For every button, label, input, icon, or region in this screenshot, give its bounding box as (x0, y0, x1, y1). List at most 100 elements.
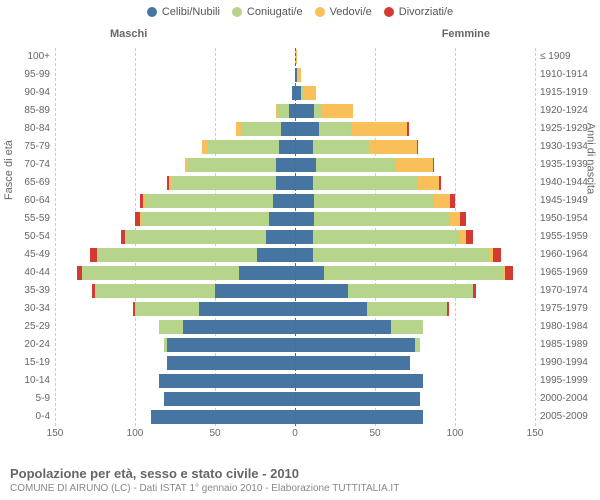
age-label: 60-64 (0, 192, 50, 210)
birth-year-label: ≤ 1909 (540, 48, 595, 66)
bar-segment (450, 194, 455, 208)
bar-segment (313, 176, 417, 190)
bar-segment (369, 140, 417, 154)
bar-segment (164, 392, 295, 406)
bar-segment (297, 68, 302, 82)
bar-segment (396, 158, 433, 172)
center-gridline (295, 48, 296, 426)
bar-segment (321, 104, 353, 118)
age-label: 25-29 (0, 318, 50, 336)
bar-segment (295, 392, 420, 406)
age-label: 30-34 (0, 300, 50, 318)
male-bar (135, 212, 295, 226)
bar-segment (407, 122, 409, 136)
x-tick-label: 150 (47, 428, 64, 439)
female-bar (295, 320, 423, 334)
bar-segment (273, 194, 295, 208)
bar-segment (97, 248, 257, 262)
birth-year-label: 1995-1999 (540, 372, 595, 390)
bar-segment (295, 356, 410, 370)
bar-segment (95, 284, 215, 298)
bar-segment (167, 356, 295, 370)
bar-segment (316, 158, 396, 172)
bar-segment (319, 122, 351, 136)
chart-title: Popolazione per età, sesso e stato civil… (10, 466, 399, 481)
legend-label: Celibi/Nubili (162, 6, 220, 18)
bar-segment (314, 194, 434, 208)
birth-year-label: 1935-1939 (540, 156, 595, 174)
bar-segment (82, 266, 239, 280)
bar-segment (415, 338, 420, 352)
bar-segment (207, 140, 279, 154)
bar-segment (351, 122, 407, 136)
bar-segment (505, 266, 513, 280)
female-bar (295, 122, 409, 136)
male-bar (133, 302, 295, 316)
female-bar (295, 374, 423, 388)
birth-year-label: 1930-1934 (540, 138, 595, 156)
bar-segment (348, 284, 473, 298)
x-tick-label: 100 (127, 428, 144, 439)
birth-year-label: 1920-1924 (540, 102, 595, 120)
bar-segment (417, 140, 419, 154)
female-bar (295, 410, 423, 424)
male-bar (236, 122, 295, 136)
bar-segment (215, 284, 295, 298)
male-bar (121, 230, 295, 244)
x-tick-label: 50 (209, 428, 220, 439)
female-bar (295, 248, 501, 262)
female-bar (295, 86, 316, 100)
legend-item: Celibi/Nubili (147, 6, 220, 18)
bar-segment (276, 176, 295, 190)
bar-segment (466, 230, 472, 244)
age-label: 55-59 (0, 210, 50, 228)
male-bar (164, 392, 295, 406)
male-bar (159, 320, 295, 334)
birth-year-label: 1965-1969 (540, 264, 595, 282)
female-bar (295, 392, 420, 406)
age-label: 85-89 (0, 102, 50, 120)
legend-item: Vedovi/e (315, 6, 372, 18)
bar-segment (159, 320, 183, 334)
bar-segment (239, 266, 295, 280)
birth-year-label: 2000-2004 (540, 390, 595, 408)
bar-segment (295, 104, 314, 118)
bar-segment (447, 302, 449, 316)
age-label: 75-79 (0, 138, 50, 156)
chart-subtitle: COMUNE DI AIRUNO (LC) - Dati ISTAT 1° ge… (10, 483, 399, 494)
birth-year-label: 1980-1984 (540, 318, 595, 336)
female-bar (295, 284, 476, 298)
male-label: Maschi (110, 28, 147, 40)
bar-segment (125, 230, 266, 244)
bar-segment (241, 122, 281, 136)
bar-segment (303, 86, 316, 100)
female-bar (295, 140, 418, 154)
bar-segment (313, 248, 489, 262)
age-label: 10-14 (0, 372, 50, 390)
bar-segment (277, 104, 288, 118)
age-label: 90-94 (0, 84, 50, 102)
bar-segment (313, 230, 460, 244)
male-bar (151, 410, 295, 424)
bar-segment (295, 194, 314, 208)
birth-year-label: 1915-1919 (540, 84, 595, 102)
population-pyramid: Celibi/NubiliConiugati/eVedovi/eDivorzia… (0, 0, 600, 500)
age-label: 80-84 (0, 120, 50, 138)
bar-segment (276, 158, 295, 172)
bar-segment (493, 248, 501, 262)
age-label: 100+ (0, 48, 50, 66)
bar-segment (159, 374, 295, 388)
x-axis: 15010050050100150 (55, 428, 535, 443)
plot-area: 100+≤ 190995-991910-191490-941915-191985… (55, 48, 535, 426)
bar-segment (295, 266, 324, 280)
female-label: Femmine (442, 28, 490, 40)
legend-swatch (384, 7, 394, 17)
female-bar (295, 230, 473, 244)
bar-segment (295, 230, 313, 244)
male-bar (202, 140, 295, 154)
bar-segment (367, 302, 447, 316)
bar-segment (295, 140, 313, 154)
age-label: 35-39 (0, 282, 50, 300)
birth-year-label: 1955-1959 (540, 228, 595, 246)
age-label: 70-74 (0, 156, 50, 174)
